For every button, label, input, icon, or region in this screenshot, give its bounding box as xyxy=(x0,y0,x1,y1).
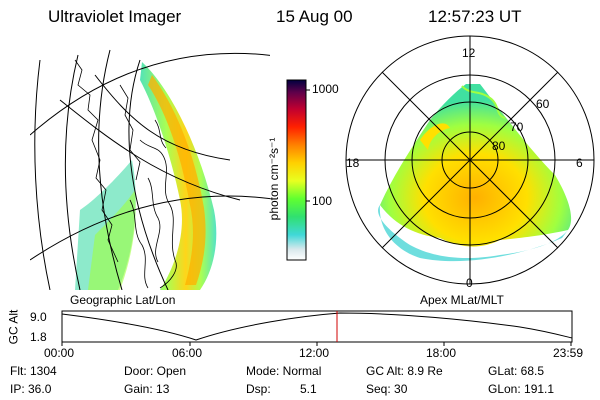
mlt-6-label: 6 xyxy=(576,156,583,170)
status-flight: Flt: 1304 xyxy=(10,364,57,378)
status-dsp-label: Dsp: xyxy=(246,382,271,396)
time-tick-1200: 12:00 xyxy=(299,346,330,360)
status-door: Door: Open xyxy=(124,364,187,378)
status-gc-alt: GC Alt: 8.9 Re xyxy=(366,364,443,378)
geographic-image xyxy=(30,49,270,290)
lat-80-label: 80 xyxy=(492,139,506,153)
altitude-curve xyxy=(61,312,573,341)
date-label: 15 Aug 00 xyxy=(276,7,353,26)
mlt-18-label: 18 xyxy=(346,156,360,170)
colorbar-tick-100: 100 xyxy=(312,194,333,208)
time-label: 12:57:23 UT xyxy=(428,7,522,26)
mlt-12-label: 12 xyxy=(462,46,476,60)
colorbar-unit-label: photon cm⁻²s⁻¹ xyxy=(267,137,281,221)
mlt-0-label: 0 xyxy=(466,276,473,290)
lat-70-label: 70 xyxy=(510,120,524,134)
altitude-ytick-low: 1.8 xyxy=(30,330,47,344)
status-glon: GLon: 191.1 xyxy=(488,382,555,396)
time-tick-0000: 00:00 xyxy=(44,346,75,360)
polar-plot xyxy=(345,35,595,285)
status-ip: IP: 36.0 xyxy=(10,382,52,396)
time-tick-0600: 06:00 xyxy=(172,346,203,360)
lat-60-label: 60 xyxy=(536,97,550,111)
apex-caption: Apex MLat/MLT xyxy=(420,293,504,307)
colorbar xyxy=(286,79,307,261)
status-mode: Mode: Normal xyxy=(246,364,322,378)
colorbar-tick-1000: 1000 xyxy=(312,82,339,96)
altitude-strip xyxy=(61,310,573,346)
status-seq: Seq: 30 xyxy=(366,382,408,396)
altitude-ylabel: GC Alt xyxy=(6,309,21,345)
time-tick-1800: 18:00 xyxy=(426,346,457,360)
instrument-title: Ultraviolet Imager xyxy=(48,7,182,26)
altitude-ytick-high: 9.0 xyxy=(30,310,47,324)
status-dsp-value: 5.1 xyxy=(300,382,317,396)
status-gain: Gain: 13 xyxy=(124,382,170,396)
geographic-caption: Geographic Lat/Lon xyxy=(70,293,176,307)
time-tick-2359: 23:59 xyxy=(553,346,584,360)
status-glat: GLat: 68.5 xyxy=(488,364,545,378)
